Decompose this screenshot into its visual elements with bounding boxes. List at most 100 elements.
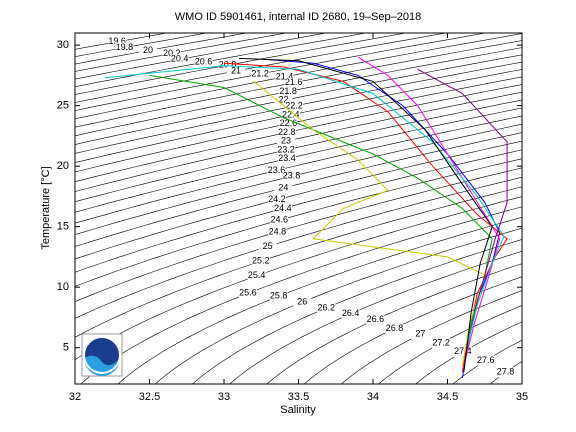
density-contour — [75, 33, 522, 120]
density-contour — [75, 158, 522, 287]
y-axis-label: Temperature [°C] — [40, 166, 52, 249]
density-contour — [75, 54, 522, 145]
contour-label-bg — [293, 297, 312, 308]
contour-label: 22 — [279, 95, 289, 105]
contour-label-bg — [247, 270, 266, 281]
contour-label: 24.6 — [270, 215, 288, 225]
contour-label: 27.4 — [454, 346, 472, 356]
density-contour — [75, 196, 522, 361]
contour-label: 21.4 — [276, 71, 294, 81]
contour-label-bg — [385, 323, 404, 334]
profile-line — [357, 56, 501, 360]
contour-label-bg — [108, 36, 127, 47]
contour-label: 24.8 — [269, 226, 287, 236]
noaa-logo — [81, 333, 123, 377]
density-contour — [341, 290, 522, 384]
chart-title: WMO ID 5901461, internal ID 2680, 19–Sep… — [175, 11, 421, 23]
contour-label-bg — [366, 314, 385, 325]
contour-label: 22.6 — [280, 118, 298, 128]
y-tick-label: 5 — [63, 342, 69, 354]
contour-label: 20.2 — [163, 48, 181, 58]
contour-label-bg — [139, 45, 158, 56]
contour-label-bg — [194, 57, 213, 68]
contour-label-bg — [317, 302, 336, 313]
x-tick-label: 33.5 — [288, 391, 309, 403]
contour-label: 19.6 — [108, 36, 126, 46]
density-contour — [75, 76, 522, 173]
contour-label-bg — [277, 127, 296, 138]
x-tick-label: 34 — [367, 391, 379, 403]
density-contour — [266, 263, 522, 384]
contour-label: 21 — [231, 65, 241, 75]
density-contour — [155, 227, 522, 384]
density-contour — [75, 115, 522, 224]
contour-label: 24 — [278, 182, 288, 192]
contour-label: 20.4 — [171, 54, 189, 64]
density-contour — [75, 186, 522, 338]
profile-line — [238, 57, 493, 372]
contour-label: 27.8 — [497, 367, 515, 377]
contour-label-bg — [282, 171, 301, 182]
contour-label-bg — [278, 153, 297, 164]
contour-label-bg — [453, 346, 472, 357]
profile-line — [417, 68, 508, 312]
density-contour — [229, 250, 522, 384]
contour-label-bg — [341, 308, 360, 319]
contour-label: 20.6 — [195, 57, 213, 67]
x-tick-label: 33 — [218, 391, 230, 403]
contour-label: 21.6 — [285, 77, 303, 87]
contour-label-bg — [238, 288, 257, 299]
contour-label-bg — [273, 203, 292, 214]
contour-label-bg — [267, 165, 286, 176]
y-tick-label: 30 — [57, 39, 69, 51]
density-contour — [75, 123, 522, 235]
density-contour — [75, 176, 522, 319]
contour-label-bg — [285, 101, 304, 112]
contour-label-bg — [275, 71, 294, 82]
contour-label: 21.8 — [279, 86, 297, 96]
density-contour — [378, 305, 522, 384]
contour-label: 22.4 — [282, 109, 300, 119]
contour-label-bg — [162, 48, 181, 59]
contour-label: 25.2 — [252, 256, 270, 266]
contour-label-bg — [267, 194, 286, 205]
contour-label: 23.4 — [278, 153, 296, 163]
contour-label-bg — [276, 136, 295, 147]
contour-label: 26.4 — [342, 308, 360, 318]
contour-label-bg — [279, 86, 298, 97]
contour-label: 26 — [297, 296, 307, 306]
contour-label: 27.2 — [432, 337, 450, 347]
contour-label: 23 — [281, 136, 291, 146]
contour-label: 22.8 — [278, 127, 296, 137]
contour-label: 19.8 — [116, 42, 134, 52]
density-contour — [75, 107, 522, 213]
profiles — [104, 56, 508, 378]
contour-label: 24.2 — [268, 194, 286, 204]
contour-label: 26.6 — [367, 314, 385, 324]
contour-label-bg — [270, 215, 289, 226]
contour-label: 25 — [263, 241, 273, 251]
y-tick-label: 10 — [57, 281, 69, 293]
contour-label: 27 — [415, 329, 425, 339]
contour-label-bg — [274, 183, 293, 194]
contour-label-bg — [279, 118, 298, 129]
density-contour — [75, 132, 522, 247]
contour-label-bg — [258, 241, 277, 252]
density-contour — [75, 140, 522, 260]
contour-label-bg — [496, 367, 515, 378]
x-axis-label: Salinity — [280, 404, 316, 416]
contour-label: 25.4 — [248, 270, 266, 280]
contour-label: 26.8 — [386, 323, 404, 333]
density-contour — [117, 216, 522, 384]
contour-label-bg — [218, 60, 237, 71]
contour-label-bg — [269, 291, 288, 302]
contour-label: 23.2 — [277, 144, 295, 154]
contour-label: 27.6 — [477, 355, 495, 365]
contour-label-bg — [432, 338, 451, 349]
contour-label-bg — [251, 256, 270, 267]
x-tick-label: 35 — [516, 391, 528, 403]
contour-label-bg — [284, 77, 303, 88]
density-contour — [75, 40, 522, 128]
contour-label: 21.2 — [251, 68, 269, 78]
contour-label: 23.8 — [283, 171, 301, 181]
